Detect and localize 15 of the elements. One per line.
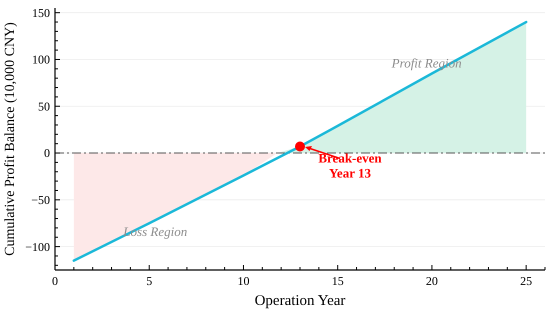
x-tick-label: 5: [146, 274, 152, 288]
x-tick-label: 15: [332, 274, 344, 288]
line-series: [72, 20, 528, 262]
y-axis-title: Cumulative Profit Balance (10,000 CNY): [3, 22, 18, 256]
x-tick-label: 10: [237, 274, 250, 288]
y-tick-label: 50: [38, 99, 50, 114]
y-tick-label: −50: [31, 193, 50, 208]
y-tick-label: 100: [32, 52, 50, 67]
x-tick-label: 20: [426, 274, 438, 288]
x-axis-title: Operation Year: [254, 293, 346, 309]
y-tick-label: −100: [25, 240, 50, 254]
y-tick-label: 150: [32, 6, 50, 20]
x-tick-label: 25: [520, 274, 532, 288]
annotation: Break-even Year 13: [318, 150, 382, 180]
y-tick-label: 0: [44, 146, 50, 160]
